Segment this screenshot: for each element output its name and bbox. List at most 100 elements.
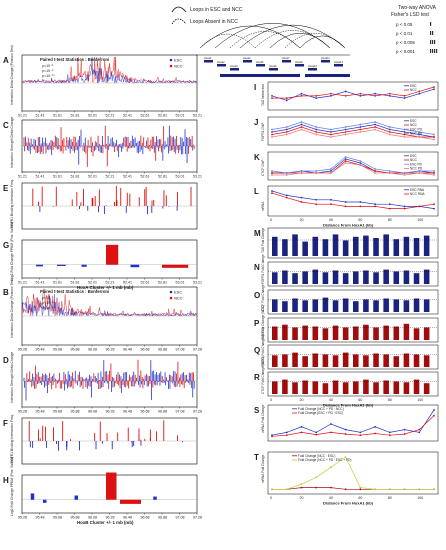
stats-mark xyxy=(430,49,432,53)
series-esc-line xyxy=(21,57,198,84)
panel-R-bar xyxy=(423,383,430,394)
panel-A-ylabel: Interaction Delta Change (Poisson Test) xyxy=(10,45,14,105)
panel-B-xaxis-tick-label: 96.08 xyxy=(88,348,97,352)
stats-mark xyxy=(430,40,432,44)
legend-loops-absent-ncc: Loops Absent in NCC xyxy=(190,19,238,25)
panel-C-xaxis-tick-label: 52.21 xyxy=(106,175,115,179)
gene-block xyxy=(204,60,213,63)
panel-G-xaxis-tick-label: 51.61 xyxy=(53,281,62,285)
panel-K-legend-label: NCC xyxy=(410,158,418,162)
panel-T-xtick: 100 xyxy=(417,496,423,500)
panel-C-xaxis-tick-label: 52.01 xyxy=(88,175,97,179)
fold-block xyxy=(43,499,47,503)
panel-K-frame xyxy=(267,151,439,181)
panel-P-bar xyxy=(292,327,298,340)
panel-T-legend-label: Fold Change (NCC : ESC) xyxy=(298,454,335,458)
panel-P-bar xyxy=(322,328,329,340)
legend-esc-marker xyxy=(169,290,173,294)
panel-Q-bar xyxy=(403,353,410,367)
panel-T-series-line xyxy=(272,456,434,490)
stats-pval-2: p < 0.005 xyxy=(396,40,415,45)
panel-K-ylabel: CTCF ChIP xyxy=(261,160,265,176)
panel-G-xaxis-tick-label: 52.61 xyxy=(141,281,150,285)
panel-letter-F: F xyxy=(3,419,8,428)
panel-M-ylabel: TAD Fold Change xyxy=(261,227,265,253)
panel-D-xaxis-tick-label: 97.08 xyxy=(176,410,185,414)
panel-Q-bar xyxy=(393,356,400,367)
panel-D-xaxis-tick-label: 96.08 xyxy=(88,410,97,414)
panel-O-bar xyxy=(413,298,420,312)
panel-P-frame xyxy=(267,317,439,343)
panel-D-xaxis-tick-label: 96.28 xyxy=(106,410,115,414)
panel-M-bar xyxy=(272,236,278,256)
panel-D-xaxis-tick-label: 95.28 xyxy=(18,410,27,414)
panel-letter-E: E xyxy=(3,184,9,193)
panel-M-bar xyxy=(342,240,349,256)
panel-B-xaxis-tick-label: 96.88 xyxy=(158,348,167,352)
legend-esc-label: ESC xyxy=(174,58,182,63)
panel-J-ylabel: FGFR1 ChIP xyxy=(261,123,265,141)
gene-block xyxy=(305,74,350,77)
gene-label-Hoxa5: Hoxa5 xyxy=(256,60,264,64)
panel-A-xaxis-tick-label: 51.81 xyxy=(71,114,80,118)
panel-C-xaxis-tick-label: 51.41 xyxy=(36,175,45,179)
panel-K-legend-label: ESC PD xyxy=(410,162,423,166)
panel-Q-ylabel: FGFR1 Fold Change (NCC) xyxy=(261,328,265,368)
panel-M-bar xyxy=(393,239,400,256)
panel-C-xaxis-tick-label: 53.01 xyxy=(176,175,185,179)
panel-D-xaxis-tick-label: 97.28 xyxy=(193,410,202,414)
fold-block xyxy=(153,496,157,500)
legend-ncc-label: NCC xyxy=(174,296,183,301)
stats-pval-3: p < 0.001 xyxy=(396,49,415,54)
panel-J-series-line xyxy=(271,121,435,135)
panel-Q-bar xyxy=(332,355,339,367)
panel-R-bar xyxy=(312,381,319,394)
panel-M-frame xyxy=(267,227,439,259)
panel-N-bar xyxy=(322,272,329,284)
stats-mark xyxy=(436,49,438,53)
legend-ncc-marker xyxy=(169,296,173,300)
panel-A-xaxis-tick-label: 52.21 xyxy=(106,114,115,118)
panel-P-bar xyxy=(373,327,379,340)
panel-R-bar xyxy=(393,381,400,394)
panel-letter-K: K xyxy=(254,153,260,162)
panel-M-bar xyxy=(423,235,430,256)
loop-arc xyxy=(284,33,346,49)
panel-G-xaxis-tick-label: 52.21 xyxy=(106,281,115,285)
panel-T-xlabel: Distance From HoxA1 (kb) xyxy=(323,501,374,506)
panel-T-legend-label: Fold Change (NCC + PD : ESC + PD) xyxy=(298,458,352,462)
panel-D-ylabel: Interaction Strength Delta Change xyxy=(10,352,14,403)
panel-R-xtick: 40 xyxy=(329,398,333,402)
stats-mark xyxy=(432,31,434,35)
panel-R-frame xyxy=(267,371,439,397)
panel-letter-C: C xyxy=(3,121,9,130)
panel-L-frame xyxy=(267,185,439,217)
panel-letter-N: N xyxy=(254,263,260,272)
panel-R-bar xyxy=(403,382,410,394)
panel-C-xaxis-tick-label: 52.81 xyxy=(158,175,167,179)
panel-R-bar xyxy=(272,381,278,394)
panel-G-xaxis-tick-label: 51.21 xyxy=(18,281,27,285)
fold-block xyxy=(36,264,43,267)
panel-R-xtick: 20 xyxy=(299,398,303,402)
stats-pval-1: p < 0.01 xyxy=(396,31,413,36)
panel-letter-R: R xyxy=(254,373,260,382)
panel-N-bar xyxy=(342,273,349,284)
panel-R-bar xyxy=(413,379,420,394)
panel-O-bar xyxy=(342,298,349,312)
loop-arc xyxy=(199,34,256,49)
panel-D-xaxis-tick-label: 96.68 xyxy=(141,410,150,414)
panel-G-xlabel: HoxA Cluster +/- 1 mb (mb) xyxy=(77,285,134,290)
panel-M-bar xyxy=(353,236,359,256)
gene-label-Hoxa7: Hoxa7 xyxy=(282,56,290,60)
panel-P-bar xyxy=(403,323,410,340)
pvalue-key-2: p<10⁻¹⁰ xyxy=(42,306,55,310)
panel-letter-D: D xyxy=(3,356,9,365)
gene-label-Hoxa9: Hoxa9 xyxy=(295,60,303,64)
legend-loops-esc-ncc: Loops in ESC and NCC xyxy=(190,7,243,13)
panel-B-xaxis-tick-label: 95.28 xyxy=(18,348,27,352)
panel-I-legend-label: ESC xyxy=(410,84,417,88)
panel-P-bar xyxy=(413,328,420,340)
pvalue-key-0: p<10⁻³ xyxy=(42,64,54,68)
